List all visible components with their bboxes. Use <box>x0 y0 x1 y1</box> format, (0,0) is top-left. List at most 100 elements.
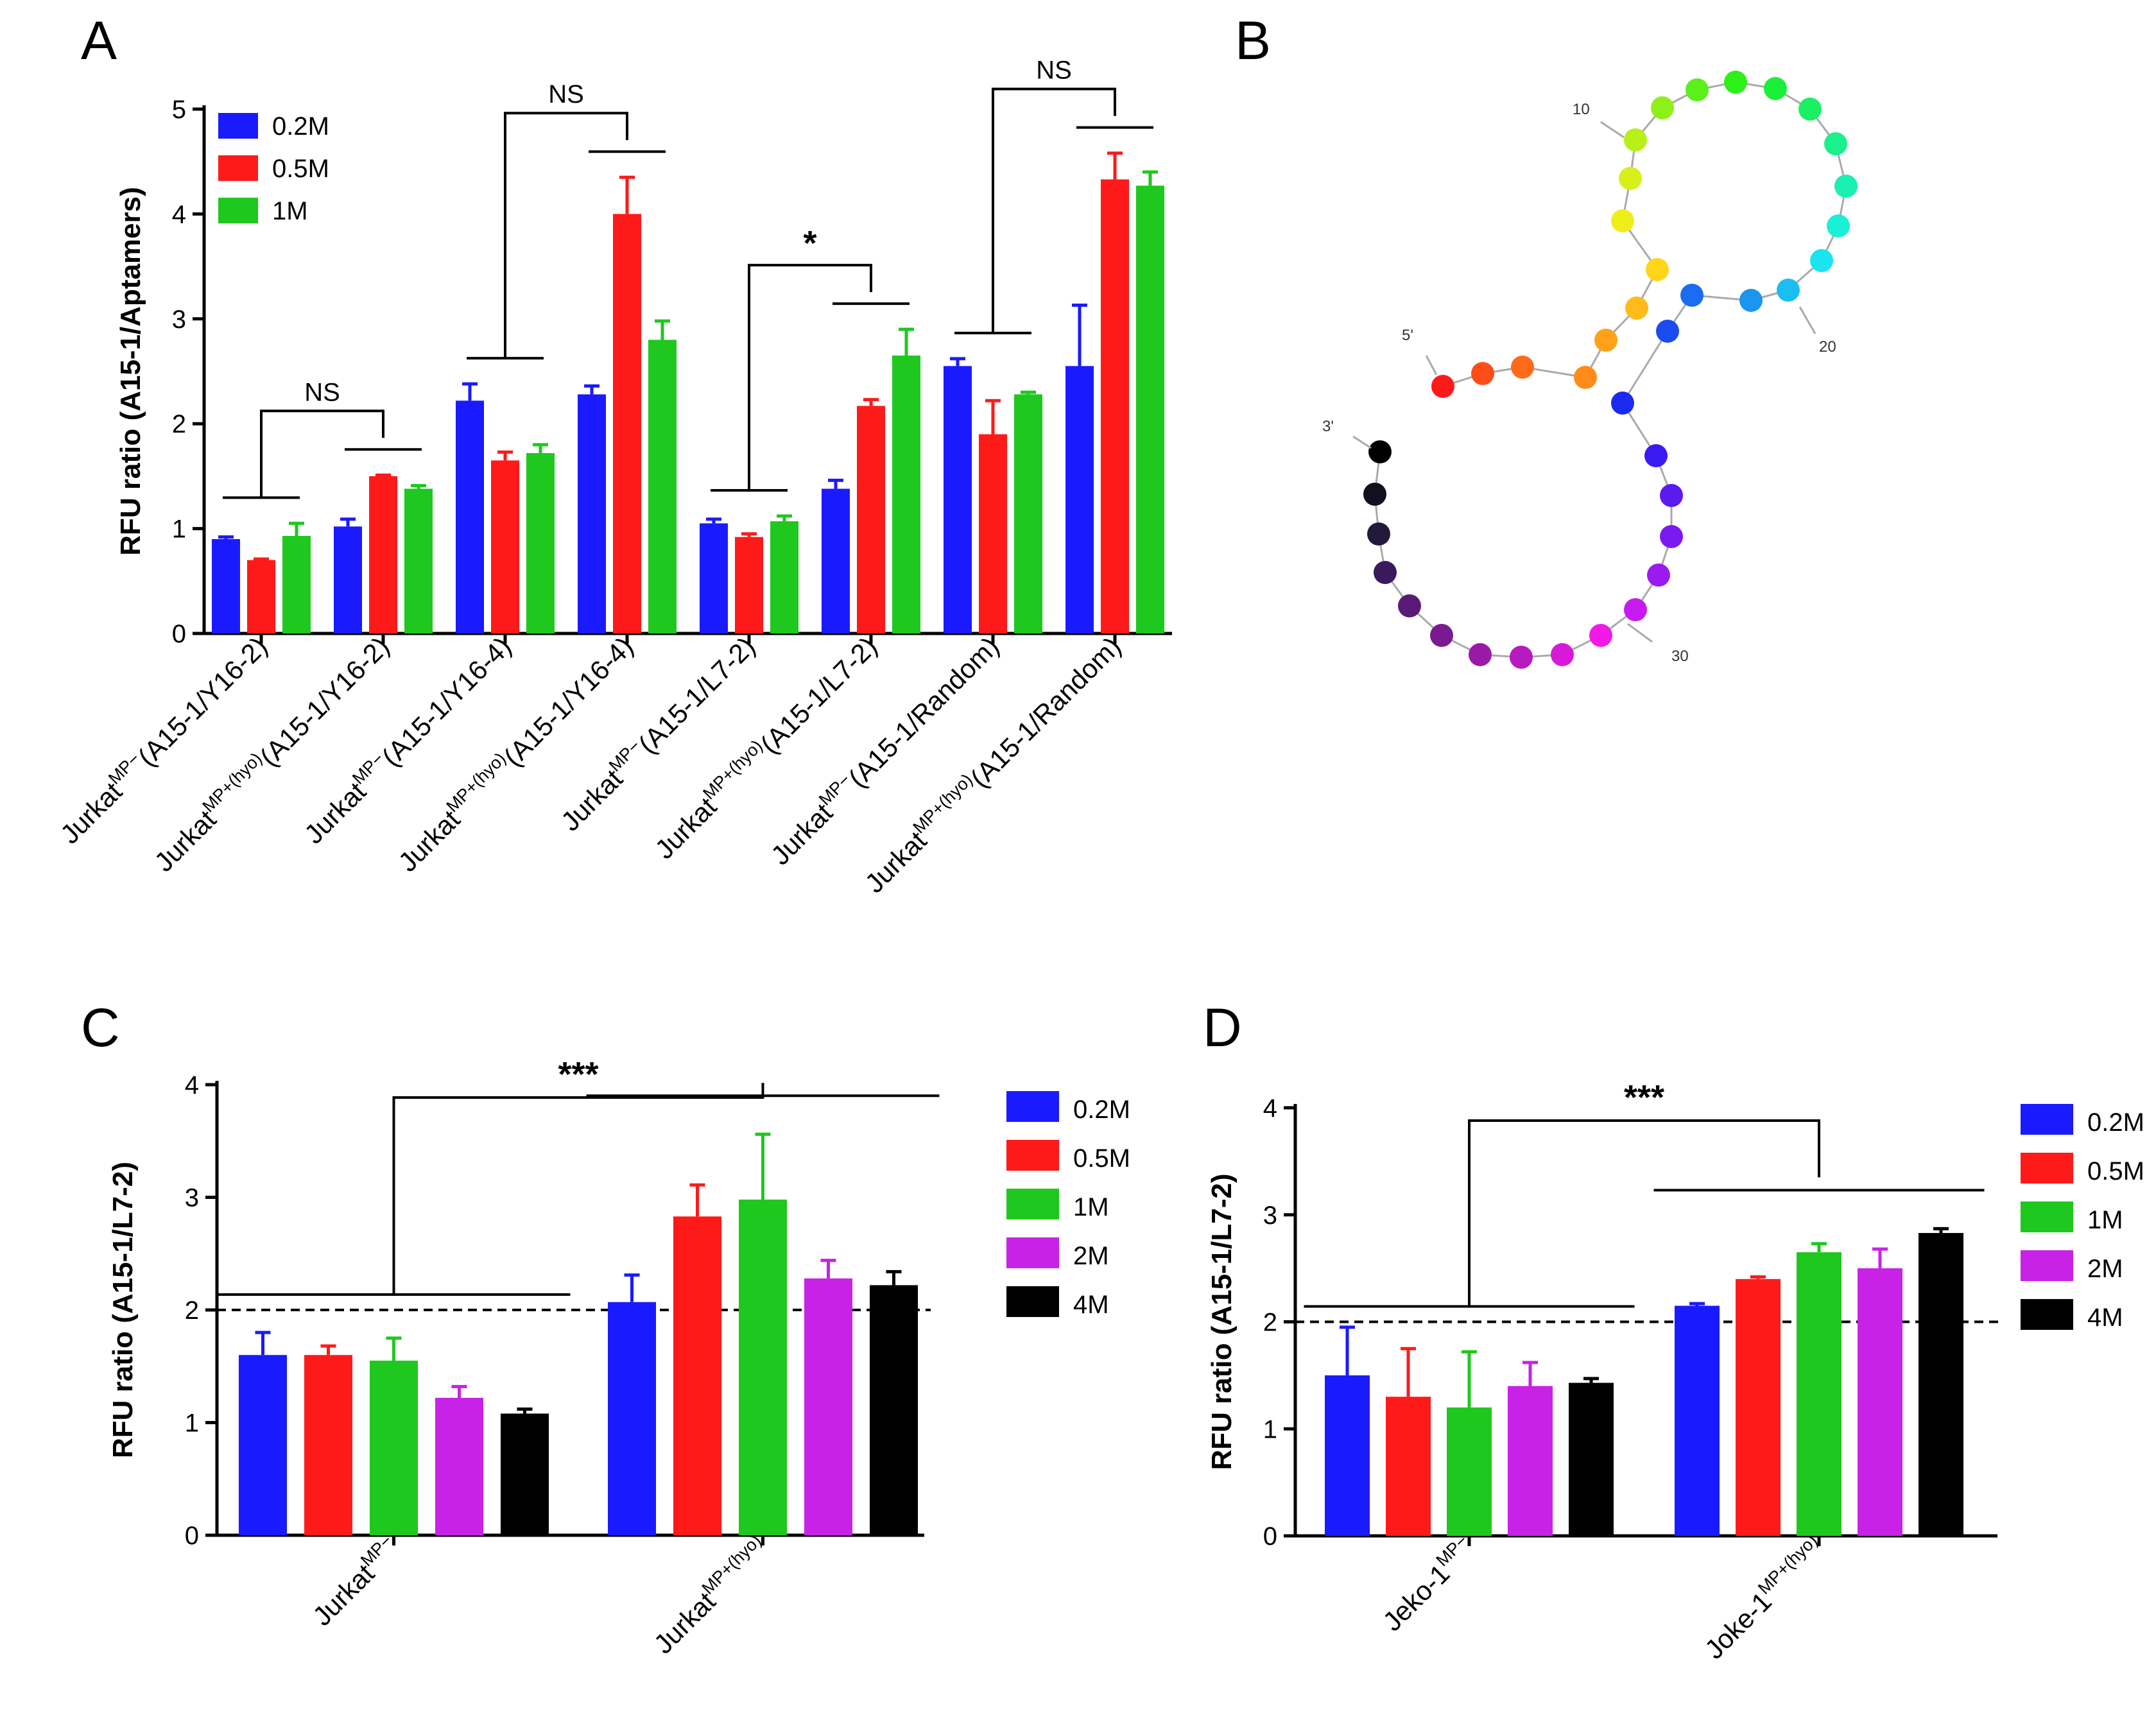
panel-a-bar-0_2M <box>944 366 972 633</box>
panel-c-y-tick-label: 1 <box>185 1409 199 1438</box>
nucleotide <box>1363 483 1386 506</box>
panel-d-legend-swatch <box>2021 1201 2073 1232</box>
nucleotide <box>1594 329 1617 352</box>
panel-c-legend-label: 2M <box>1073 1242 1109 1270</box>
panel-a-bar-0_2M <box>700 523 728 633</box>
panel-a-bar-0_5M <box>857 406 885 633</box>
label-leader <box>1425 355 1438 375</box>
panel-c-legend-label: 0.2M <box>1073 1096 1130 1124</box>
nucleotide <box>1834 175 1858 198</box>
panel-d-bar-1M <box>1447 1407 1492 1536</box>
nucleotide <box>1368 440 1392 463</box>
panel-letter-a: A <box>81 10 117 71</box>
panel-a-bar-1M <box>1136 185 1164 634</box>
panel-c-bar-0_2M <box>608 1302 656 1535</box>
panel-a-bar-0_2M <box>334 526 362 633</box>
panel-c-bar-4M <box>870 1285 918 1535</box>
panel-d-legend-swatch <box>2021 1250 2073 1281</box>
panel-a-bar-1M <box>892 355 920 633</box>
panel-c-legend-label: 1M <box>1073 1193 1109 1221</box>
panel-a-sig-bracket <box>504 112 628 359</box>
panel-d-bar-0_5M <box>1736 1279 1781 1536</box>
panel-c-legend-label: 0.5M <box>1073 1144 1130 1173</box>
panel-d-sig-bracket <box>1468 1119 1820 1307</box>
panel-a-category-label: JurkatMP−(A15-1/Y16-2) <box>53 629 273 849</box>
panel-a-category-sup: MP+(hyo) <box>909 770 976 838</box>
panel-a-legend-swatch <box>218 113 258 139</box>
panel-c-chart: 0 1 2 3 4 RFU ratio (A15-1/L7-2) JurkatMP− Jurk… <box>107 1055 1130 1660</box>
panel-d-y-tick-label: 2 <box>1263 1309 1277 1337</box>
panel-c-y-tick-label: 4 <box>185 1071 199 1099</box>
nucleotide <box>1824 132 1847 155</box>
panel-d-legend-label: 1M <box>2087 1206 2123 1234</box>
nucleotide <box>1777 279 1800 302</box>
panel-d-category-label: Jeko-1MP− <box>1375 1531 1481 1637</box>
structure-label: 20 <box>1819 338 1836 356</box>
panel-a-y-tick-label: 3 <box>172 306 186 334</box>
panel-a-sig-bracket <box>748 264 872 490</box>
panel-a-category-sup: MP+(hyo) <box>198 749 266 816</box>
panel-a-legend-label: 0.2M <box>272 112 329 141</box>
nucleotide <box>1647 564 1670 587</box>
panel-d-bar-4M <box>1919 1233 1963 1536</box>
nucleotide <box>1798 98 1822 121</box>
panel-a-category-suffix: (A15-1/L7-2) <box>632 631 761 759</box>
panel-c-bar-2M <box>435 1397 483 1535</box>
panel-a-category-label: JurkatMP−(A15-1/Random) <box>763 629 1005 870</box>
nucleotide <box>1469 643 1492 666</box>
panel-a-y-tick-label: 4 <box>172 200 186 228</box>
panel-a-bar-0_2M <box>822 488 850 633</box>
label-leader <box>1798 306 1816 334</box>
label-leader <box>1352 435 1372 449</box>
panel-a-y-tick-label: 2 <box>172 410 186 438</box>
panel-a-category-label: JurkatMP−(A15-1/Y16-4) <box>297 629 517 849</box>
panel-c-legend-swatch <box>1006 1237 1059 1268</box>
nucleotide <box>1680 284 1703 307</box>
structure-label: 10 <box>1573 101 1590 118</box>
panel-c-category-label: JurkatMP+(hyo) <box>646 1531 775 1659</box>
panel-c-sig-label: *** <box>558 1055 598 1094</box>
nucleotide <box>1511 356 1534 379</box>
panel-a-legend-swatch <box>218 155 258 181</box>
panel-d-y-tick-label: 4 <box>1263 1094 1277 1123</box>
panel-a-category-label: JurkatMP+(hyo)(A15-1/L7-2) <box>647 629 883 865</box>
nucleotide <box>1625 297 1648 320</box>
panel-a-category-label: JurkatMP−(A15-1/L7-2) <box>553 629 761 836</box>
panel-d-y-tick-label: 1 <box>1263 1415 1277 1443</box>
panel-d-bar-4M <box>1569 1382 1614 1536</box>
nucleotide <box>1644 444 1668 467</box>
panel-c-y-tick-label: 3 <box>185 1184 199 1212</box>
panel-a-bar-0_5M <box>735 537 763 633</box>
nucleotide <box>1471 362 1494 385</box>
nucleotide <box>1431 375 1454 398</box>
nucleotide <box>1827 214 1850 237</box>
panel-d-bar-2M <box>1858 1268 1902 1536</box>
panel-a-y-axis-label: RFU ratio (A15-1/Aptamers) <box>115 187 146 556</box>
panel-a-y-tick-label: 0 <box>172 620 186 648</box>
panel-a-sig-label: * <box>803 224 816 263</box>
panel-a-y-tick-label: 1 <box>172 515 186 544</box>
panel-d-legend-swatch <box>2021 1153 2073 1184</box>
panel-d-category-label: Joke-1MP+(hyo) <box>1697 1531 1831 1664</box>
structure-label: 3' <box>1322 418 1334 435</box>
panel-d-legend-label: 0.5M <box>2087 1157 2144 1185</box>
panel-c-bar-1M <box>739 1200 787 1535</box>
panel-a-bar-0_5M <box>247 560 275 633</box>
structure-label: 30 <box>1671 648 1689 665</box>
panel-a-legend-label: 1M <box>272 197 308 225</box>
nucleotide <box>1374 561 1397 584</box>
panel-a-sig-bracket <box>260 409 384 498</box>
panel-a-bar-1M <box>526 452 555 633</box>
panel-c-bar-4M <box>501 1413 549 1535</box>
panel-a-sig-label: NS <box>548 80 584 108</box>
nucleotide <box>1611 209 1634 232</box>
nucleotide <box>1510 646 1533 669</box>
panel-c-y-tick-label: 2 <box>185 1296 199 1325</box>
panel-a-bar-0_5M <box>613 214 641 633</box>
panel-d-bar-0_2M <box>1325 1375 1370 1536</box>
panel-d-legend-label: 4M <box>2087 1304 2123 1332</box>
panel-d-bar-2M <box>1508 1386 1553 1536</box>
panel-a-bar-0_2M <box>456 400 484 633</box>
panel-a-bar-0_2M <box>578 394 606 633</box>
panel-c-category-sup: MP+(hyo) <box>698 1531 766 1598</box>
